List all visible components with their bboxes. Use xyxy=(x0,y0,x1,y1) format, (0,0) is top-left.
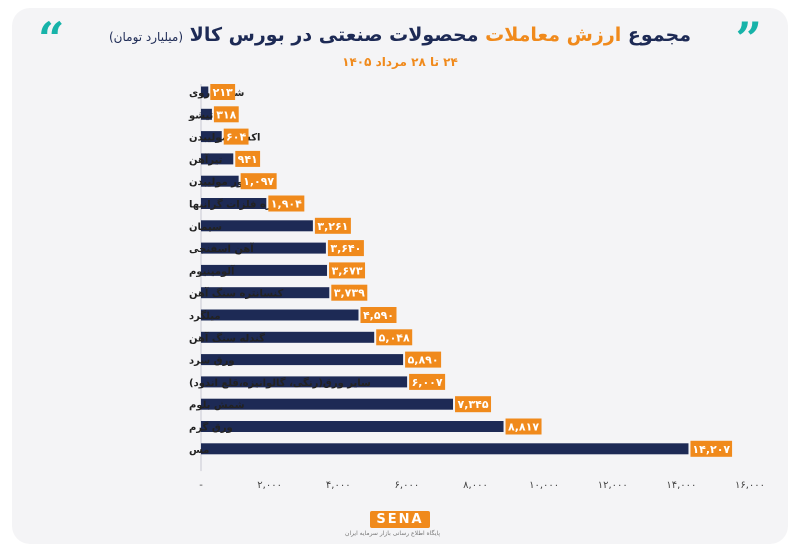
category-label: تیرآهن xyxy=(189,153,223,166)
quote-close-icon: ” xyxy=(735,12,762,66)
title-unit: (میلیارد تومان) xyxy=(108,30,184,44)
bar xyxy=(201,398,454,410)
bar xyxy=(201,376,408,388)
value-label: ۱,۹۰۴ xyxy=(271,198,302,211)
sena-logo: SENA پایگاه اطلاع رسانی بازار سرمایه ایر… xyxy=(345,508,440,538)
bar-chart: شمش روی۲۱۳تیشو۳۱۸اکسید مولیبدن۶۰۴تیرآهن۹… xyxy=(188,84,765,491)
category-label: آهن اسفنجی xyxy=(189,242,254,255)
value-label: ۴,۵۹۰ xyxy=(363,309,394,322)
value-label: ۳,۷۳۹ xyxy=(334,287,365,300)
bar xyxy=(201,421,504,432)
logo-text: SENA xyxy=(370,511,430,528)
bar xyxy=(201,309,359,321)
bar xyxy=(201,443,689,455)
x-tick-label: ۱۴,۰۰۰ xyxy=(666,480,696,491)
x-tick-label: ۸,۰۰۰ xyxy=(463,480,488,491)
x-tick-label: - xyxy=(199,480,203,491)
value-label-bg xyxy=(690,440,733,457)
value-label-bg xyxy=(331,284,368,301)
bar xyxy=(201,198,267,209)
category-label: آلومینیوم xyxy=(189,264,235,277)
title-main: مجموع xyxy=(627,24,691,46)
x-tick-label: ۴,۰۰۰ xyxy=(326,480,351,491)
chart-subtitle: ۲۴ تا ۲۸ مرداد ۱۴۰۵ xyxy=(342,55,458,69)
bar xyxy=(201,264,328,276)
value-label: ۳,۶۴۰ xyxy=(330,242,361,255)
category-label: کنسانتره سنگ آهن xyxy=(189,287,283,300)
category-label: ورق سرد xyxy=(189,356,235,367)
value-label-bg xyxy=(455,396,492,413)
x-tick-label: ۶,۰۰۰ xyxy=(395,480,420,491)
value-label-bg xyxy=(405,351,442,368)
category-label: تیشو xyxy=(188,110,214,121)
value-label: ۲۱۳ xyxy=(213,86,233,99)
category-label: گندله سنگ آهن xyxy=(189,331,265,344)
value-label: ۸,۸۱۷ xyxy=(508,421,539,434)
category-label: شمش بلوم xyxy=(189,400,245,411)
value-label: ۶,۰۰۷ xyxy=(412,376,443,389)
value-label: ۳,۲۶۱ xyxy=(317,220,348,233)
value-label-bg xyxy=(360,307,397,323)
category-label: سولفور مولیبدن xyxy=(189,177,270,188)
value-label-bg xyxy=(376,329,413,346)
value-label-bg xyxy=(268,195,305,212)
title-accent: ارزش معاملات xyxy=(485,24,622,46)
bar xyxy=(201,153,234,165)
title-rest: محصولات صنعتی در بورس کالا xyxy=(189,24,479,46)
category-label: سایر ورق(رنگی، گالوانیزه،قلع اندود) xyxy=(189,376,371,389)
category-label: سیمان xyxy=(189,222,222,233)
chart-header: “ ” مجموع ارزش معاملات محصولات صنعتی در … xyxy=(12,8,788,69)
value-label-bg xyxy=(314,217,351,234)
value-label-bg xyxy=(235,150,261,167)
value-label-bg xyxy=(329,262,366,279)
value-label-bg xyxy=(409,373,446,390)
bar xyxy=(201,220,313,232)
chart-title: مجموع ارزش معاملات محصولات صنعتی در بورس… xyxy=(12,24,788,46)
value-label: ۵,۸۹۰ xyxy=(408,354,439,367)
bar xyxy=(201,131,222,143)
x-tick-label: ۲,۰۰۰ xyxy=(257,480,282,491)
chart-card: “ ” مجموع ارزش معاملات محصولات صنعتی در … xyxy=(12,8,788,544)
value-label-bg xyxy=(213,106,239,123)
value-label: ۶۰۴ xyxy=(226,131,246,144)
x-tick-label: ۱۲,۰۰۰ xyxy=(598,480,628,491)
quote-open-icon: “ xyxy=(38,12,65,66)
value-label-bg xyxy=(505,418,542,435)
bar xyxy=(201,354,404,366)
bar xyxy=(201,175,239,187)
bar xyxy=(201,287,330,299)
bar xyxy=(201,242,326,254)
value-label: ۱۴,۲۰۷ xyxy=(692,443,730,456)
value-label-bg xyxy=(223,128,249,145)
value-label: ۹۴۱ xyxy=(238,153,258,166)
value-label-bg xyxy=(327,240,364,257)
value-label: ۳,۶۷۳ xyxy=(332,264,363,277)
logo-tagline: پایگاه اطلاع رسانی بازار سرمایه ایران xyxy=(345,530,440,537)
value-label-bg xyxy=(240,173,277,190)
category-label: مس xyxy=(189,445,209,456)
bar xyxy=(201,331,375,343)
bar xyxy=(201,108,212,120)
x-tick-label: ۱۰,۰۰۰ xyxy=(529,480,559,491)
value-label: ۱,۰۹۷ xyxy=(243,175,274,188)
x-tick-label: ۱۶,۰۰۰ xyxy=(735,480,765,491)
bar xyxy=(201,86,209,98)
category-label: ورق گرم xyxy=(189,421,233,434)
value-label: ۷,۳۴۵ xyxy=(458,398,489,411)
value-label: ۳۱۸ xyxy=(216,108,236,121)
value-label-bg xyxy=(210,84,236,100)
category-label: میلگرد xyxy=(189,309,221,322)
value-label: ۵,۰۴۸ xyxy=(379,331,410,344)
